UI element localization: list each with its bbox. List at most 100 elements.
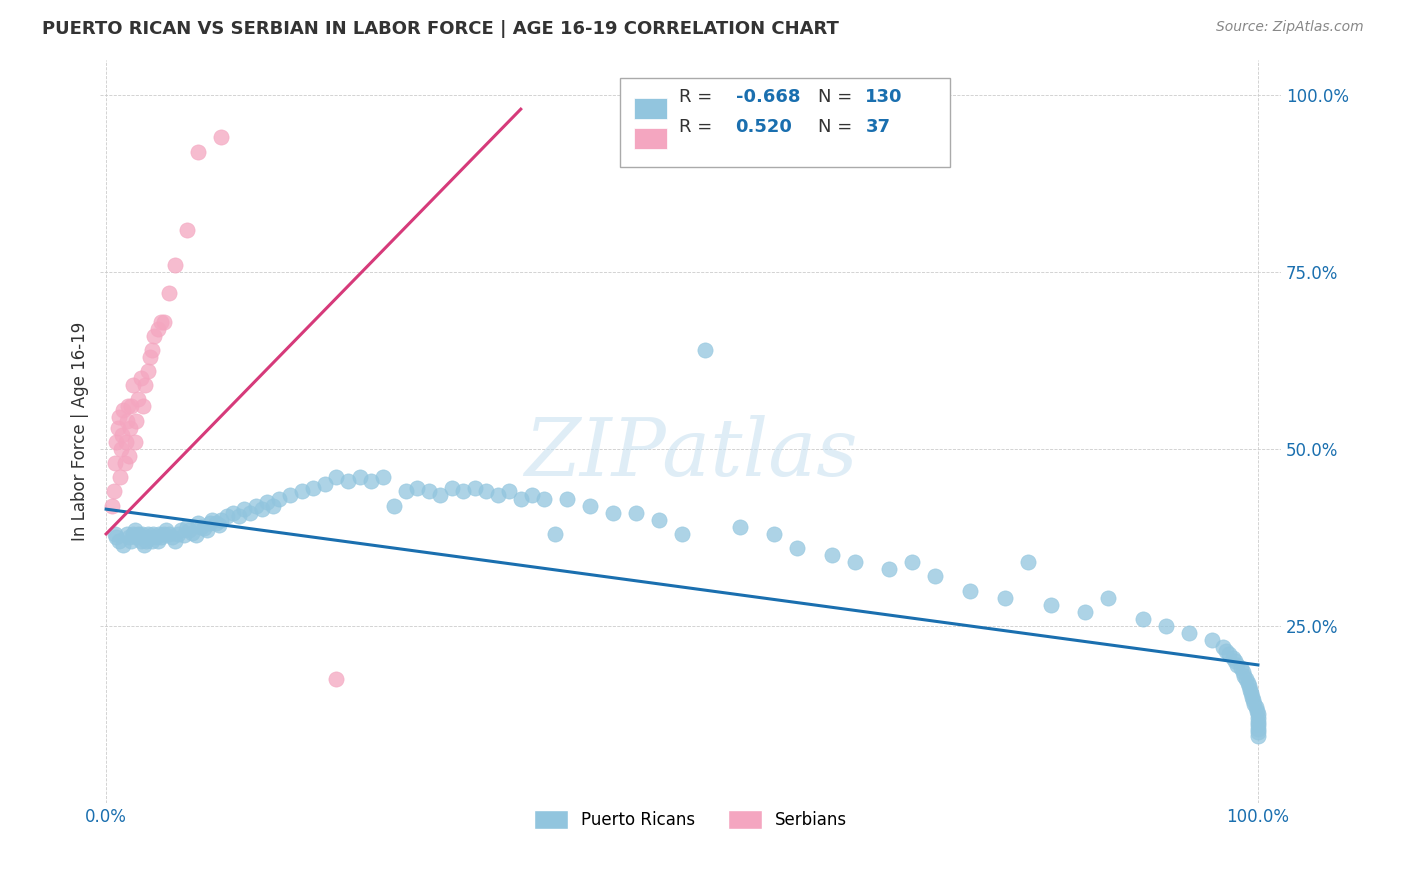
Text: -0.668: -0.668 <box>735 87 800 106</box>
Point <box>142 527 165 541</box>
Text: 0.520: 0.520 <box>735 118 793 136</box>
Point <box>222 506 245 520</box>
Point <box>105 434 128 449</box>
Point <box>382 499 405 513</box>
Legend: Puerto Ricans, Serbians: Puerto Ricans, Serbians <box>527 803 853 836</box>
Text: N =: N = <box>818 118 858 136</box>
Point <box>371 470 394 484</box>
Point <box>250 502 273 516</box>
Point <box>728 520 751 534</box>
Point <box>464 481 486 495</box>
Point <box>104 456 127 470</box>
Point <box>291 484 314 499</box>
Point <box>209 130 232 145</box>
Point <box>134 378 156 392</box>
Point <box>148 527 170 541</box>
FancyBboxPatch shape <box>634 98 666 119</box>
Point <box>418 484 440 499</box>
Text: PUERTO RICAN VS SERBIAN IN LABOR FORCE | AGE 16-19 CORRELATION CHART: PUERTO RICAN VS SERBIAN IN LABOR FORCE |… <box>42 20 839 37</box>
Point <box>1236 675 1258 690</box>
Point <box>120 421 142 435</box>
Point <box>555 491 578 506</box>
Point <box>105 531 128 545</box>
Point <box>1247 707 1270 722</box>
Point <box>101 499 124 513</box>
Point <box>1222 650 1244 665</box>
Point <box>139 531 162 545</box>
Point <box>924 569 946 583</box>
Point <box>993 591 1015 605</box>
Point <box>131 527 153 541</box>
Point <box>280 488 302 502</box>
Point <box>1247 725 1270 739</box>
Point <box>1229 661 1251 675</box>
Point <box>406 481 429 495</box>
Point <box>256 495 278 509</box>
Point <box>1201 633 1223 648</box>
Point <box>1243 697 1265 711</box>
Point <box>177 524 200 538</box>
Point <box>127 527 149 541</box>
Point <box>176 520 198 534</box>
Text: Source: ZipAtlas.com: Source: ZipAtlas.com <box>1216 20 1364 34</box>
Point <box>170 524 193 538</box>
FancyBboxPatch shape <box>634 128 666 149</box>
Point <box>112 537 135 551</box>
Point <box>110 442 132 456</box>
Point <box>533 491 555 506</box>
Point <box>314 477 336 491</box>
Point <box>1247 722 1270 736</box>
Point <box>173 528 195 542</box>
Point <box>132 400 155 414</box>
Point <box>1247 729 1270 743</box>
Point <box>181 525 204 540</box>
Point <box>118 531 141 545</box>
Point <box>160 531 183 545</box>
Point <box>187 516 209 531</box>
Point <box>648 513 671 527</box>
Point <box>1232 665 1254 679</box>
Point <box>486 488 509 502</box>
Point <box>959 583 981 598</box>
Point <box>120 400 142 414</box>
Point <box>124 524 146 538</box>
Point <box>139 350 162 364</box>
Point <box>763 527 786 541</box>
Point <box>155 524 177 538</box>
Point <box>146 321 169 335</box>
Point <box>204 516 226 531</box>
Point <box>125 531 148 545</box>
Point <box>176 222 198 236</box>
Point <box>111 427 134 442</box>
Point <box>901 555 924 569</box>
Point <box>228 509 250 524</box>
Point <box>302 481 325 495</box>
Point <box>208 518 231 533</box>
Point <box>1039 598 1062 612</box>
Point <box>544 527 567 541</box>
Point <box>152 527 174 541</box>
Text: 37: 37 <box>865 118 890 136</box>
Point <box>1215 644 1237 658</box>
Point <box>429 488 451 502</box>
Text: R =: R = <box>679 118 718 136</box>
Point <box>193 521 215 535</box>
Point <box>107 410 129 425</box>
Point <box>198 516 221 531</box>
Point <box>325 672 347 686</box>
Point <box>1212 640 1234 655</box>
Point <box>522 488 544 502</box>
Text: ZIPatlas: ZIPatlas <box>524 415 858 492</box>
Point <box>239 506 262 520</box>
Point <box>112 403 135 417</box>
Point <box>1097 591 1119 605</box>
Point <box>1239 682 1261 697</box>
Point <box>115 527 138 541</box>
Point <box>201 513 224 527</box>
Point <box>360 474 382 488</box>
Point <box>129 534 152 549</box>
Point <box>141 534 163 549</box>
Point <box>1234 672 1257 686</box>
Point <box>135 534 157 549</box>
Point <box>114 456 136 470</box>
